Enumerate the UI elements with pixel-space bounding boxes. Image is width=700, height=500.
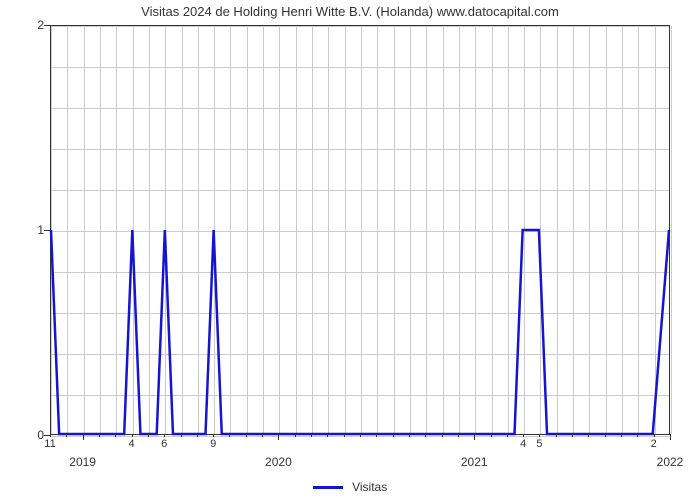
xtick-mark-minor xyxy=(132,434,133,437)
xtick-mark-minor xyxy=(654,434,655,437)
xtick-mark-minor xyxy=(148,434,149,437)
xtick-mark-minor xyxy=(344,434,345,437)
xtick-mark-minor xyxy=(507,434,508,437)
xtick-mark-minor xyxy=(246,434,247,437)
xtick-mark-minor xyxy=(164,434,165,437)
xtick-mark-minor xyxy=(556,434,557,437)
xtick-mark-minor xyxy=(376,434,377,437)
xtick-mark-minor xyxy=(115,434,116,437)
xtick-mark-minor xyxy=(539,434,540,437)
legend-label: Visitas xyxy=(352,480,387,494)
xtick-mark-minor xyxy=(523,434,524,437)
xtick-mark-minor xyxy=(360,434,361,437)
plot-area xyxy=(50,25,670,435)
xtick-mark-minor xyxy=(197,434,198,437)
xtick-mark-minor xyxy=(605,434,606,437)
legend: Visitas xyxy=(0,480,700,494)
xtick-mark-minor xyxy=(458,434,459,437)
xtick-mark-minor xyxy=(181,434,182,437)
xtick-label-major: 2021 xyxy=(444,455,504,469)
xtick-mark-minor xyxy=(588,434,589,437)
chart-container: { "chart": { "type": "line", "title": "V… xyxy=(0,0,700,500)
xtick-mark-minor xyxy=(229,434,230,437)
xtick-mark-minor xyxy=(637,434,638,437)
xtick-mark-minor xyxy=(213,434,214,437)
xtick-label-major: 2020 xyxy=(248,455,308,469)
xtick-label-minor: 6 xyxy=(149,438,179,450)
xtick-mark-minor xyxy=(425,434,426,437)
xtick-mark-major xyxy=(83,434,84,440)
grid-v xyxy=(671,26,672,434)
xtick-mark-minor xyxy=(393,434,394,437)
xtick-label-minor: 5 xyxy=(524,438,554,450)
ytick-mark xyxy=(44,230,50,231)
ytick-label: 2 xyxy=(4,18,44,32)
xtick-mark-major xyxy=(278,434,279,440)
xtick-mark-major xyxy=(670,434,671,440)
xtick-mark-minor xyxy=(409,434,410,437)
xtick-label-major: 2022 xyxy=(640,455,700,469)
xtick-mark-major xyxy=(474,434,475,440)
xtick-label-minor: 4 xyxy=(117,438,147,450)
series-polyline xyxy=(51,230,669,434)
xtick-mark-minor xyxy=(66,434,67,437)
xtick-mark-minor xyxy=(262,434,263,437)
xtick-label-minor: 11 xyxy=(35,438,65,450)
xtick-label-minor: 9 xyxy=(198,438,228,450)
xtick-mark-minor xyxy=(621,434,622,437)
xtick-mark-minor xyxy=(311,434,312,437)
xtick-mark-minor xyxy=(491,434,492,437)
ytick-label: 1 xyxy=(4,223,44,237)
xtick-mark-minor xyxy=(50,434,51,437)
xtick-mark-minor xyxy=(99,434,100,437)
xtick-label-major: 2019 xyxy=(53,455,113,469)
xtick-label-minor: 2 xyxy=(639,438,669,450)
chart-title: Visitas 2024 de Holding Henri Witte B.V.… xyxy=(0,4,700,19)
xtick-mark-minor xyxy=(295,434,296,437)
xtick-mark-minor xyxy=(442,434,443,437)
xtick-mark-minor xyxy=(572,434,573,437)
xtick-mark-minor xyxy=(327,434,328,437)
ytick-mark xyxy=(44,25,50,26)
legend-swatch xyxy=(313,486,343,489)
line-series xyxy=(51,26,669,434)
